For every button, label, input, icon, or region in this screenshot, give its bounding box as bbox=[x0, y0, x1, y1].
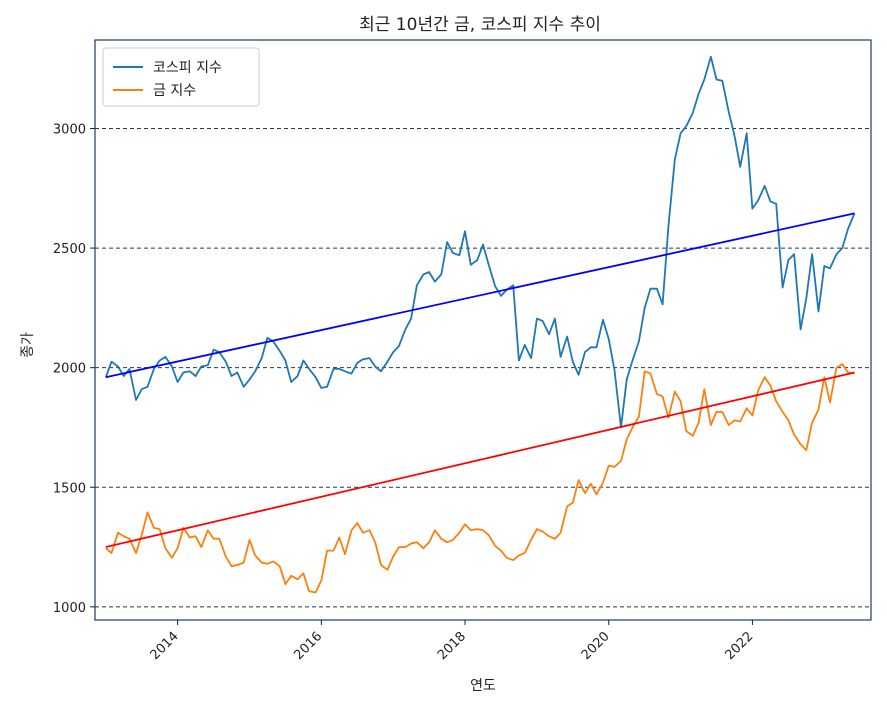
y-axis-ticks: 1000 1500 2000 2500 3000 bbox=[53, 122, 95, 616]
x-tick-label: 2014 bbox=[148, 629, 182, 663]
y-tick-label: 1000 bbox=[53, 601, 86, 616]
plot-frame bbox=[94, 39, 872, 621]
series-line-1 bbox=[105, 363, 855, 594]
y-tick-label: 1500 bbox=[53, 481, 86, 496]
y-tick-label: 3000 bbox=[53, 122, 86, 137]
grid-lines bbox=[95, 127, 871, 608]
x-tick-label: 2022 bbox=[722, 629, 756, 663]
x-axis-label: 연도 bbox=[470, 678, 496, 694]
x-tick-label: 2018 bbox=[435, 629, 469, 663]
y-tick-label: 2500 bbox=[53, 242, 86, 257]
x-tick-label: 2016 bbox=[291, 629, 325, 663]
legend-label-0: 코스피 지수 bbox=[153, 60, 222, 76]
series-layer bbox=[104, 55, 856, 594]
y-tick-label: 2000 bbox=[53, 362, 86, 377]
trend-line-1 bbox=[105, 371, 855, 548]
legend: 코스피 지수금 지수 bbox=[102, 47, 260, 107]
series-line-0 bbox=[104, 55, 856, 429]
x-axis-ticks: 2014 2016 2018 2020 2022 bbox=[148, 620, 756, 663]
x-tick-label: 2020 bbox=[579, 629, 613, 663]
y-axis-label: 종가 bbox=[20, 332, 36, 358]
legend-box bbox=[102, 47, 260, 107]
legend-label-1: 금 지수 bbox=[153, 83, 196, 99]
trendline-layer bbox=[105, 212, 855, 548]
trend-line-0 bbox=[105, 212, 855, 379]
chart-title: 최근 10년간 금, 코스피 지수 추이 bbox=[359, 15, 601, 35]
